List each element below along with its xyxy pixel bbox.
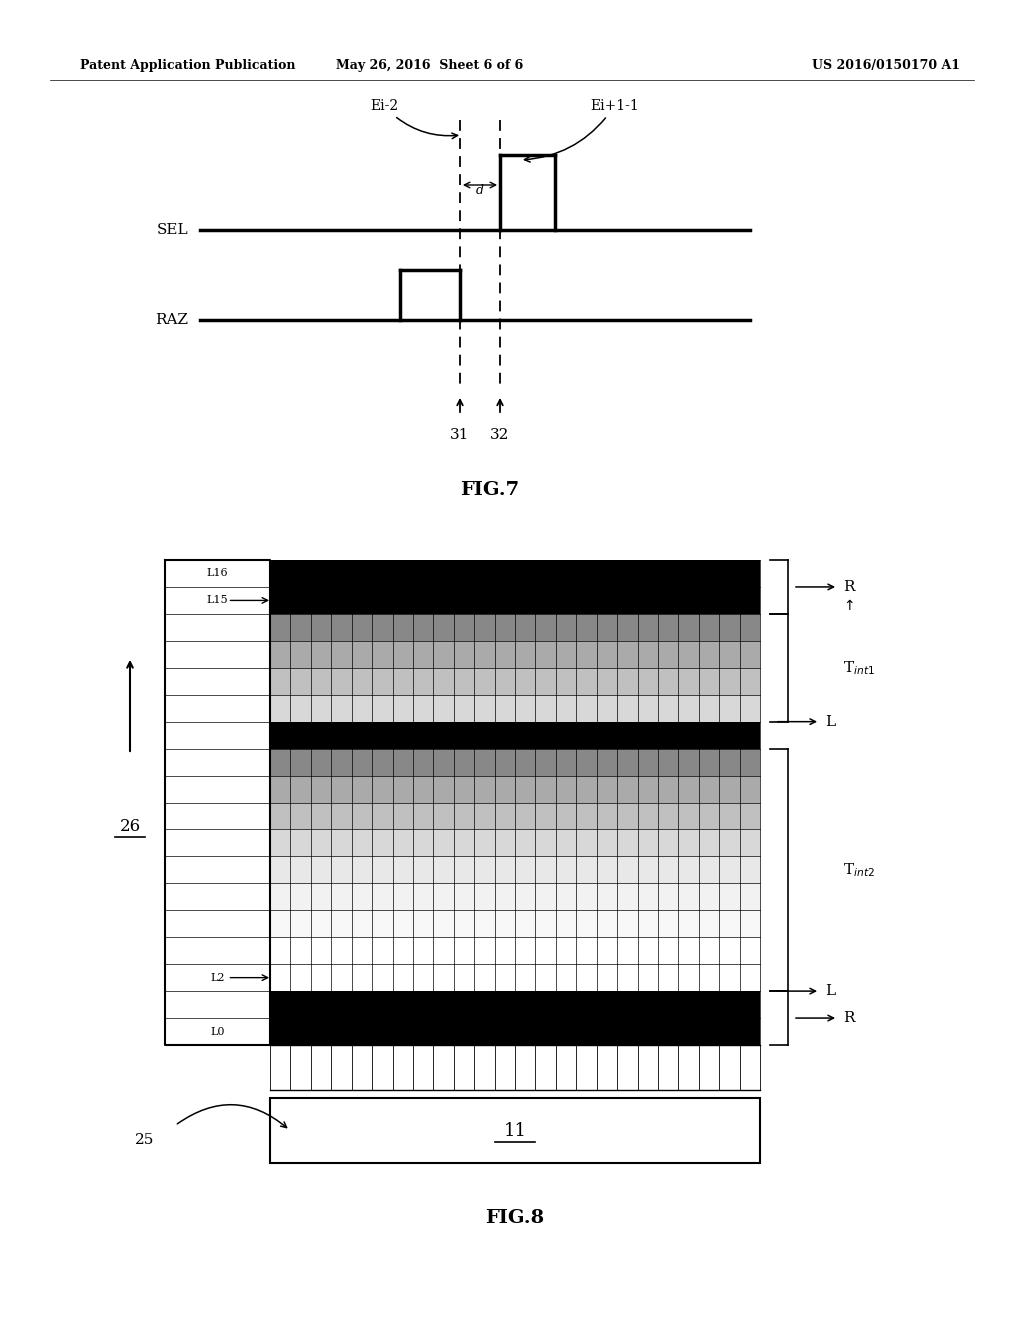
Bar [270,829,760,857]
Text: T$_{int1}$: T$_{int1}$ [843,659,874,677]
Text: L15: L15 [207,595,228,606]
Bar [270,587,760,614]
Bar [270,694,760,722]
Text: d: d [476,183,484,197]
Text: RAZ: RAZ [155,313,188,327]
Text: May 26, 2016  Sheet 6 of 6: May 26, 2016 Sheet 6 of 6 [336,58,523,71]
Bar [270,560,760,587]
Text: 26: 26 [120,818,140,836]
Text: Ei-2: Ei-2 [370,99,458,139]
Bar [270,857,760,883]
Text: L: L [825,985,836,998]
Bar [270,1098,760,1163]
Text: L16: L16 [207,569,228,578]
Text: 32: 32 [490,428,510,442]
Text: L2: L2 [210,973,224,982]
Text: Patent Application Publication: Patent Application Publication [80,58,296,71]
Bar [270,964,760,991]
Bar [270,803,760,829]
Text: L: L [825,714,836,729]
Bar [270,748,760,776]
Text: FIG.7: FIG.7 [461,480,519,499]
Bar [270,911,760,937]
Text: T$_{int2}$: T$_{int2}$ [843,861,874,879]
Text: US 2016/0150170 A1: US 2016/0150170 A1 [812,58,961,71]
Text: Ei+1-1: Ei+1-1 [524,99,639,162]
Text: R: R [843,579,854,594]
Bar [270,991,760,1018]
Bar [270,722,760,748]
Text: SEL: SEL [157,223,188,238]
Bar [270,614,760,640]
Bar [270,640,760,668]
Bar [270,1018,760,1045]
Text: ↑: ↑ [843,599,855,612]
Bar [270,883,760,911]
Bar [270,776,760,803]
Bar [270,937,760,964]
Bar [270,668,760,694]
Text: 25: 25 [135,1134,155,1147]
Text: R: R [843,1011,854,1026]
Text: FIG.8: FIG.8 [485,1209,545,1228]
Text: 31: 31 [451,428,470,442]
Text: 11: 11 [504,1122,526,1139]
Text: L0: L0 [210,1027,224,1036]
